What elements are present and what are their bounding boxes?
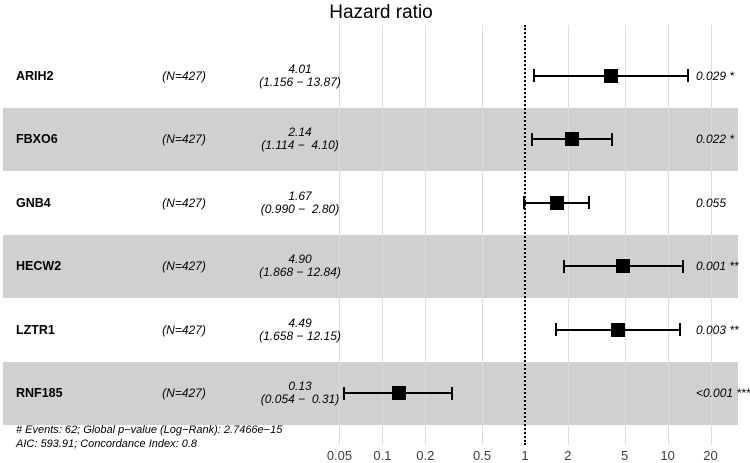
gridline xyxy=(482,25,484,445)
ci-cap-high xyxy=(678,323,681,337)
x-tick-label: 0.2 xyxy=(416,448,435,463)
sample-size-label: (N=427) xyxy=(162,195,206,210)
p-value-number: 0.029 xyxy=(696,68,727,83)
hr-value: 2.14 xyxy=(288,125,312,140)
p-value: <0.001 *** xyxy=(696,386,750,400)
gridline xyxy=(382,25,384,445)
gene-label: RNF185 xyxy=(16,386,63,401)
sample-size-label: (N=427) xyxy=(162,386,206,401)
estimate-label: 1.67 (0.990 − 2.80) xyxy=(260,188,340,216)
significance-stars: ** xyxy=(726,259,739,274)
p-value: 0.022 * xyxy=(696,132,734,146)
p-value-number: 0.022 xyxy=(696,132,727,147)
ci-cap-low xyxy=(532,69,535,83)
p-value-number: <0.001 xyxy=(696,386,734,401)
hr-marker xyxy=(549,195,564,210)
hr-value: 0.13 xyxy=(288,379,312,394)
significance-stars: * xyxy=(726,132,735,147)
ci-cap-low xyxy=(555,323,558,337)
x-tick-label: 0.1 xyxy=(373,448,392,463)
estimate-label: 4.49 (1.658 − 12.15) xyxy=(259,315,341,343)
p-value: 0.029 * xyxy=(696,69,734,83)
ci-value: (0.054 − 0.31) xyxy=(260,392,340,407)
x-tick-label: 0.05 xyxy=(326,448,353,463)
p-value: 0.055 xyxy=(696,196,726,210)
ci-cap-high xyxy=(451,386,454,400)
p-value: 0.001 ** xyxy=(696,259,739,273)
hr-marker xyxy=(616,259,631,274)
gridline xyxy=(567,25,569,445)
x-tick-label: 5 xyxy=(621,448,629,463)
hr-marker xyxy=(611,322,625,337)
ci-value: (1.114 − 4.10) xyxy=(261,138,339,153)
footnote-line-2: AIC: 593.91; Concordance Index: 0.8 xyxy=(16,437,198,450)
estimate-label: 2.14 (1.114 − 4.10) xyxy=(261,126,339,152)
x-tick-label: 2 xyxy=(564,448,572,463)
ci-cap-high xyxy=(682,259,685,273)
sample-size-label: (N=427) xyxy=(162,259,206,274)
chart-title: Hazard ratio xyxy=(329,2,433,23)
gridline xyxy=(710,25,712,445)
significance-stars: ** xyxy=(726,322,739,337)
ci-cap-high xyxy=(686,69,689,83)
gridline xyxy=(425,25,427,445)
estimate-label: 4.90 (1.868 − 12.84) xyxy=(259,253,341,279)
footnote: # Events: 62; Global p−value (Log−Rank):… xyxy=(16,424,282,451)
significance-stars: * xyxy=(726,68,735,83)
hr-marker xyxy=(391,386,406,401)
ci-cap-high xyxy=(611,132,614,146)
ci-cap-high xyxy=(587,196,590,210)
gene-label: LZTR1 xyxy=(16,322,55,337)
gridline xyxy=(624,25,626,445)
estimate-label: 4.01 (1.156 − 13.87) xyxy=(259,61,341,89)
p-value: 0.003 ** xyxy=(696,323,739,337)
p-value-number: 0.001 xyxy=(696,259,727,274)
hr-value: 4.49 xyxy=(288,315,312,330)
hr-marker xyxy=(604,68,618,83)
gridline xyxy=(667,25,669,445)
sample-size-label: (N=427) xyxy=(162,68,206,83)
gene-label: FBXO6 xyxy=(16,132,58,147)
ci-cap-low xyxy=(562,259,565,273)
sample-size-label: (N=427) xyxy=(162,322,206,337)
gene-label: GNB4 xyxy=(16,195,51,210)
footnote-line-1: # Events: 62; Global p−value (Log−Rank):… xyxy=(16,424,283,436)
ci-cap-low xyxy=(530,132,533,146)
ci-cap-low xyxy=(343,386,346,400)
x-tick-label: 1 xyxy=(521,448,529,463)
x-tick-label: 10 xyxy=(660,448,675,463)
ci-value: (0.990 − 2.80) xyxy=(260,201,340,216)
p-value-number: 0.003 xyxy=(696,322,727,337)
gene-label: ARIH2 xyxy=(16,68,54,83)
ci-cap-low xyxy=(523,196,526,210)
ci-value: (1.868 − 12.84) xyxy=(259,265,341,280)
reference-line xyxy=(524,25,526,445)
hr-value: 4.01 xyxy=(288,61,312,76)
hr-value: 1.67 xyxy=(288,188,312,203)
gene-label: HECW2 xyxy=(16,259,62,274)
p-value-number: 0.055 xyxy=(696,195,727,210)
row-band xyxy=(3,107,738,171)
ci-value: (1.156 − 13.87) xyxy=(259,74,341,89)
gridline xyxy=(339,25,341,445)
x-tick-label: 20 xyxy=(703,448,718,463)
hr-marker xyxy=(565,132,580,147)
estimate-label: 0.13 (0.054 − 0.31) xyxy=(261,380,339,406)
x-tick-label: 0.5 xyxy=(473,448,492,463)
significance-stars: *** xyxy=(733,386,750,401)
ci-value: (1.658 − 12.15) xyxy=(259,328,341,343)
hr-value: 4.90 xyxy=(288,252,312,267)
sample-size-label: (N=427) xyxy=(162,132,206,147)
